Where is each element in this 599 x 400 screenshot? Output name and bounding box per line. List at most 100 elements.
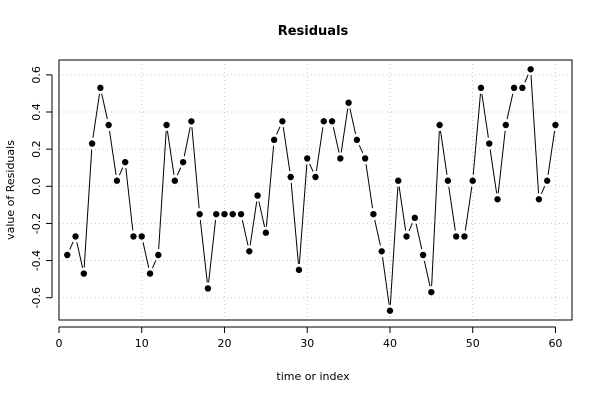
data-point bbox=[436, 121, 443, 129]
series-segment bbox=[92, 93, 100, 138]
data-point bbox=[146, 270, 154, 277]
series-segment bbox=[199, 220, 208, 283]
data-point bbox=[88, 140, 96, 147]
series-segment bbox=[118, 167, 124, 176]
data-point bbox=[270, 136, 278, 144]
series-segment bbox=[472, 93, 481, 175]
series-segment bbox=[76, 242, 84, 268]
data-point bbox=[552, 121, 559, 129]
y-tick-label: -0.6 bbox=[30, 287, 43, 308]
series-segment bbox=[158, 130, 167, 250]
y-tick-label: 0.4 bbox=[30, 103, 43, 121]
series-segment bbox=[276, 126, 281, 135]
x-axis: 0 10 20 30 40 50 60 bbox=[56, 326, 562, 350]
series-segment bbox=[69, 241, 74, 250]
data-point bbox=[395, 177, 402, 184]
data-point bbox=[121, 158, 129, 166]
series-segment bbox=[423, 260, 431, 287]
grid bbox=[58, 60, 572, 320]
series-segment bbox=[408, 223, 413, 232]
data-point bbox=[469, 177, 476, 184]
series-segment bbox=[431, 130, 440, 287]
x-axis-label: time or index bbox=[276, 370, 350, 383]
data-point bbox=[312, 173, 319, 181]
series-segment bbox=[176, 167, 182, 176]
data-point bbox=[213, 210, 220, 218]
series-segment bbox=[125, 168, 134, 231]
series-segment bbox=[109, 130, 117, 175]
data-point bbox=[246, 248, 253, 255]
x-tick-label: 20 bbox=[217, 337, 231, 350]
data-point bbox=[163, 121, 170, 129]
data-point bbox=[527, 66, 534, 73]
series-segment bbox=[298, 164, 308, 264]
data-point bbox=[221, 210, 228, 218]
series-segment bbox=[530, 75, 540, 194]
data-point bbox=[97, 84, 104, 92]
data-point bbox=[337, 155, 344, 162]
y-tick-label: 0.2 bbox=[30, 140, 43, 158]
series-segment bbox=[290, 182, 299, 264]
y-tick-label: -0.4 bbox=[30, 250, 43, 271]
data-point bbox=[229, 210, 236, 218]
residuals-series bbox=[64, 66, 559, 314]
series-segment bbox=[349, 108, 357, 135]
data-point bbox=[461, 233, 468, 240]
series-segment bbox=[415, 223, 423, 250]
series-segment bbox=[183, 127, 191, 157]
data-point bbox=[113, 177, 121, 184]
data-point bbox=[361, 155, 369, 162]
data-point bbox=[535, 196, 543, 203]
data-point bbox=[403, 233, 410, 240]
data-point bbox=[411, 214, 418, 222]
series-segment bbox=[83, 149, 93, 268]
data-point bbox=[287, 173, 294, 181]
series-segment bbox=[540, 185, 546, 195]
data-point bbox=[204, 285, 212, 292]
series-segment bbox=[315, 127, 324, 172]
x-tick-label: 0 bbox=[56, 337, 63, 350]
series-segment bbox=[382, 257, 390, 305]
data-point bbox=[130, 233, 137, 240]
x-tick-label: 30 bbox=[300, 337, 314, 350]
data-point bbox=[80, 270, 88, 277]
series-segment bbox=[282, 127, 291, 172]
data-point bbox=[171, 177, 179, 184]
data-point bbox=[444, 177, 452, 184]
data-point bbox=[353, 136, 361, 144]
series-segment bbox=[309, 163, 314, 172]
data-point bbox=[72, 233, 79, 240]
data-point bbox=[304, 155, 311, 162]
data-point bbox=[155, 251, 162, 259]
series-segment bbox=[464, 186, 473, 231]
data-point bbox=[494, 196, 501, 203]
x-tick-label: 10 bbox=[135, 337, 149, 350]
data-point bbox=[295, 266, 303, 274]
y-tick-label: -0.2 bbox=[30, 213, 43, 234]
data-point bbox=[510, 84, 518, 92]
y-axis-label: value of Residuals bbox=[4, 140, 17, 240]
data-point bbox=[237, 210, 245, 218]
series-segment bbox=[265, 145, 275, 227]
data-point bbox=[64, 251, 71, 259]
series-segment bbox=[374, 219, 381, 246]
series-segment bbox=[506, 93, 514, 120]
data-point bbox=[386, 307, 394, 314]
series-segment bbox=[142, 242, 150, 268]
series-segment bbox=[101, 93, 108, 120]
data-point bbox=[428, 288, 435, 296]
data-point bbox=[519, 84, 526, 92]
data-point bbox=[179, 158, 187, 166]
series-segment bbox=[241, 219, 249, 246]
y-tick-label: 0.6 bbox=[30, 66, 43, 84]
x-tick-label: 50 bbox=[466, 337, 480, 350]
data-point bbox=[320, 118, 327, 125]
series-segment bbox=[448, 186, 456, 231]
data-point bbox=[345, 99, 352, 106]
series-segment bbox=[249, 201, 258, 246]
x-tick-label: 60 bbox=[548, 337, 562, 350]
series-segment bbox=[332, 127, 340, 153]
data-point bbox=[419, 251, 427, 259]
data-point bbox=[477, 84, 485, 92]
